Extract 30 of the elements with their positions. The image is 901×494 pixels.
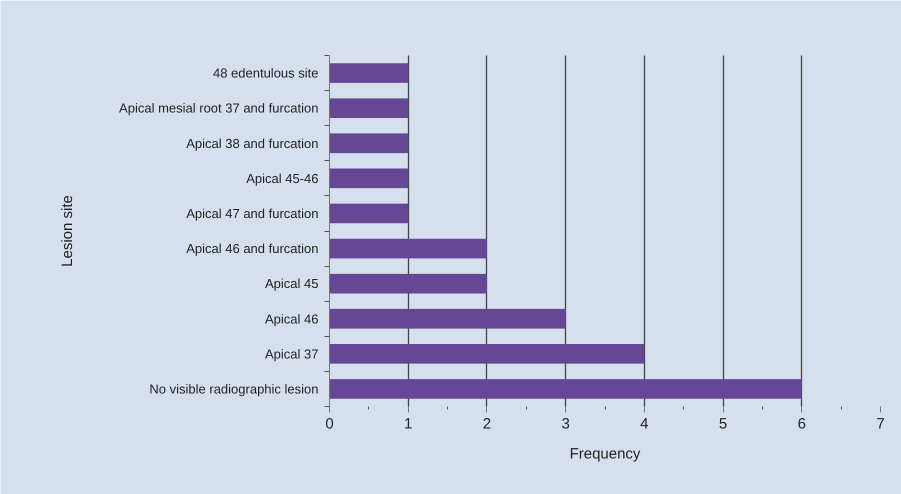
x-tick-label: 3 xyxy=(561,416,570,432)
y-tick-label: Apical mesial root 37 and furcation xyxy=(119,100,319,116)
y-tick-label: Apical 45 xyxy=(265,276,319,292)
y-tick-label: Apical 47 and furcation xyxy=(186,206,319,221)
y-tick-label: 48 edentulous site xyxy=(212,66,319,81)
x-tick-label: 1 xyxy=(404,416,412,432)
x-tick-label: 7 xyxy=(876,416,885,432)
x-axis-title: Frequency xyxy=(570,446,641,462)
x-tick-label: 4 xyxy=(640,416,649,432)
bar xyxy=(330,98,408,118)
y-tick-label: Apical 45-46 xyxy=(246,170,319,186)
y-tick-label: Apical 38 and furcation xyxy=(186,136,319,151)
y-tick-label: Apical 37 xyxy=(265,346,319,362)
x-tick-label: 2 xyxy=(482,416,492,432)
bar xyxy=(330,308,566,329)
bar xyxy=(330,63,408,83)
bar xyxy=(330,274,487,294)
x-tick-label: 5 xyxy=(718,416,728,432)
x-tick-label: 6 xyxy=(798,416,806,432)
y-tick-label: Apical 46 xyxy=(265,311,319,326)
bar xyxy=(330,238,487,258)
y-tick-label: No visible radiographic lesion xyxy=(149,381,319,396)
y-tick-label: Apical 46 and furcation xyxy=(186,241,319,256)
x-tick-label: 0 xyxy=(325,416,334,432)
bar xyxy=(330,168,408,188)
bar xyxy=(330,204,408,224)
y-axis-title: Lesion site xyxy=(59,195,76,267)
bar xyxy=(330,379,802,399)
bar xyxy=(330,133,408,154)
bar xyxy=(330,344,644,364)
